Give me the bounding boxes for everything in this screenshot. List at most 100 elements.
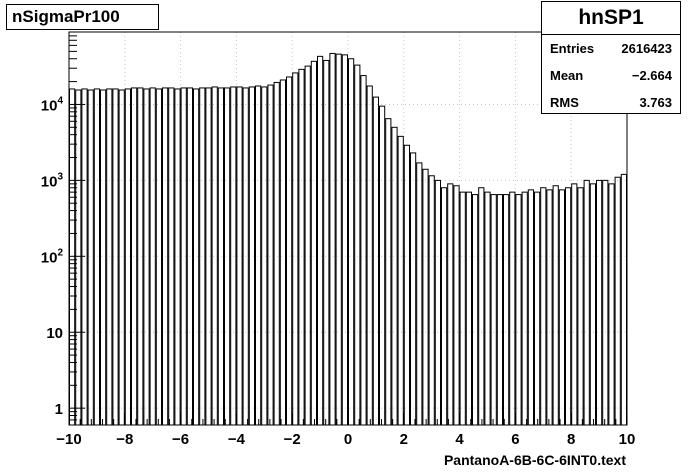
histogram-bar xyxy=(465,191,472,426)
histogram-bar xyxy=(391,126,398,426)
x-tick-label: 2 xyxy=(400,431,408,448)
histogram-bar xyxy=(490,194,497,426)
histogram-bar xyxy=(509,191,516,426)
histogram-bar xyxy=(348,58,355,426)
histogram-bar xyxy=(112,88,119,426)
histogram-bar xyxy=(379,105,386,426)
histogram-bar xyxy=(453,185,460,426)
stats-entries-label: Entries xyxy=(550,41,595,56)
histogram-bar xyxy=(329,52,336,426)
histogram-bar xyxy=(596,179,603,426)
histogram-bar xyxy=(403,144,410,426)
x-tick-label: 8 xyxy=(567,431,575,448)
histogram-bar xyxy=(149,87,156,426)
histogram-bar xyxy=(372,96,379,426)
histogram-bar xyxy=(608,183,615,426)
histogram-bar xyxy=(286,76,293,426)
y-tick-label: 102 xyxy=(41,247,64,266)
y-tick-label: 104 xyxy=(41,95,64,114)
histogram-bar xyxy=(589,183,596,426)
histogram-bar xyxy=(571,183,578,426)
histogram-bar xyxy=(217,87,225,426)
histogram-bar xyxy=(335,53,342,426)
histogram-bar xyxy=(75,89,82,426)
histogram-bar xyxy=(106,88,113,426)
histogram-bar xyxy=(534,191,541,426)
histogram-bar xyxy=(143,88,150,426)
histogram-bar xyxy=(155,88,163,426)
histogram-bar xyxy=(261,86,268,426)
histogram-bar xyxy=(81,88,88,426)
histogram-bar xyxy=(341,54,348,426)
histogram-bar xyxy=(428,175,435,426)
histogram-bar xyxy=(472,194,479,426)
stats-rms-label: RMS xyxy=(550,95,579,110)
stats-row-entries: Entries 2616423 xyxy=(542,35,680,62)
stats-rms-value: 3.763 xyxy=(639,95,672,110)
histogram-bar xyxy=(546,189,553,426)
histogram-bar xyxy=(385,118,392,426)
stats-mean-label: Mean xyxy=(550,68,584,83)
histogram-bar xyxy=(124,88,132,426)
histogram-bar xyxy=(540,187,547,426)
histogram-bar xyxy=(100,89,107,426)
histogram-bar xyxy=(273,81,280,426)
histogram-bar xyxy=(267,84,274,426)
y-tick-label: 1 xyxy=(55,401,63,418)
stats-row-rms: RMS 3.763 xyxy=(542,89,680,116)
x-tick-label: −2 xyxy=(284,431,301,448)
chart-title: nSigmaPr100 xyxy=(6,4,159,30)
histogram-bar xyxy=(602,179,609,426)
histogram-bar xyxy=(205,87,212,426)
histogram-bar xyxy=(354,64,361,426)
histogram-bar xyxy=(131,87,138,426)
stats-mean-value: −2.664 xyxy=(631,68,672,83)
histogram-bar xyxy=(211,86,218,426)
histogram-bar xyxy=(199,87,206,426)
histogram-bar xyxy=(397,135,404,426)
x-tick-label: 0 xyxy=(344,431,352,448)
histogram-bar xyxy=(366,85,373,426)
histogram-bar xyxy=(552,185,559,426)
histogram-bar xyxy=(410,152,417,426)
y-tick-label: 10 xyxy=(46,325,63,342)
histogram-bar xyxy=(583,179,590,426)
histogram-bar xyxy=(416,162,423,426)
histogram-bar xyxy=(478,187,485,426)
x-tick-label: −10 xyxy=(56,431,81,448)
histogram-bar xyxy=(447,183,454,426)
histogram-bar xyxy=(515,194,522,426)
histogram-bar xyxy=(527,189,534,426)
histogram-bar xyxy=(496,194,503,426)
y-tick-label: 103 xyxy=(41,171,64,190)
histogram-bar xyxy=(174,88,181,426)
histogram-bar xyxy=(521,191,528,426)
histogram-bar xyxy=(558,189,565,426)
x-tick-label: 4 xyxy=(455,431,464,448)
histogram-bar xyxy=(255,85,262,426)
x-tick-label: 6 xyxy=(511,431,519,448)
stats-entries-value: 2616423 xyxy=(621,41,672,56)
histogram-bar xyxy=(484,191,491,426)
histogram-bar xyxy=(279,79,286,426)
stats-histogram-name: hnSP1 xyxy=(542,2,680,35)
x-tick-label: −6 xyxy=(172,431,189,448)
stats-box: hnSP1 Entries 2616423 Mean −2.664 RMS 3.… xyxy=(541,1,681,114)
histogram-bar xyxy=(193,88,200,426)
histogram-bar xyxy=(118,89,125,426)
x-tick-label: −4 xyxy=(228,431,246,448)
y-axis: 1 10 102 103 104 xyxy=(41,31,85,426)
histogram-bar xyxy=(93,88,101,426)
histogram-bar xyxy=(565,187,572,426)
histogram-bar xyxy=(323,59,330,426)
x-axis: −10 −8 −6 −4 −2 0 2 4 6 8 10 xyxy=(56,413,635,448)
histogram-bar xyxy=(69,88,76,426)
histogram-bar xyxy=(298,68,305,426)
histogram-bar xyxy=(434,179,441,426)
stats-row-mean: Mean −2.664 xyxy=(542,62,680,89)
histogram-bar xyxy=(503,194,510,426)
histogram-bar xyxy=(310,60,317,426)
x-axis-label: PantanoA-6B-6C-6INT0.text xyxy=(443,452,626,468)
histogram-bar xyxy=(317,55,324,426)
